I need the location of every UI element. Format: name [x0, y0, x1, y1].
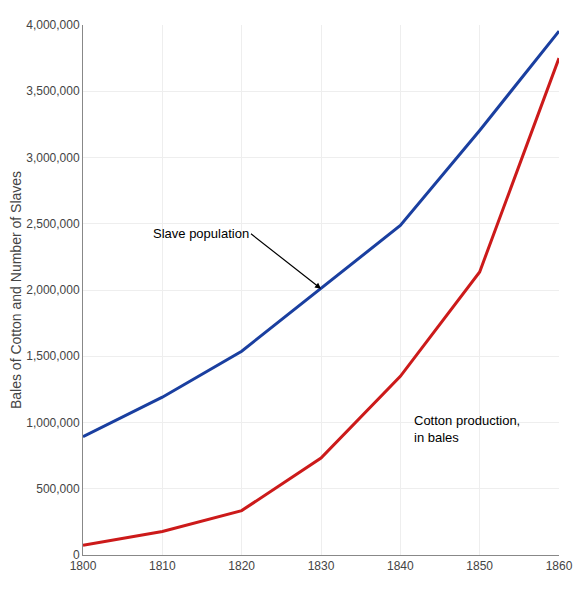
- svg-text:1810: 1810: [149, 559, 176, 573]
- svg-text:Bales of Cotton and Number of: Bales of Cotton and Number of Slaves: [8, 171, 24, 409]
- svg-text:Cotton production,in bales: Cotton production,in bales: [414, 413, 520, 445]
- svg-text:1,000,000: 1,000,000: [26, 416, 80, 430]
- svg-text:2,500,000: 2,500,000: [26, 217, 80, 231]
- svg-text:3,000,000: 3,000,000: [26, 151, 80, 165]
- svg-text:1840: 1840: [387, 559, 414, 573]
- svg-text:1850: 1850: [466, 559, 493, 573]
- svg-text:1820: 1820: [228, 559, 255, 573]
- svg-text:1860: 1860: [546, 559, 573, 573]
- svg-text:500,000: 500,000: [36, 482, 80, 496]
- svg-text:Slave population: Slave population: [153, 226, 249, 241]
- svg-text:1830: 1830: [308, 559, 335, 573]
- svg-text:1,500,000: 1,500,000: [26, 349, 80, 363]
- svg-text:1800: 1800: [70, 559, 97, 573]
- svg-text:4,000,000: 4,000,000: [26, 18, 80, 32]
- svg-text:0: 0: [73, 548, 80, 562]
- svg-text:2,000,000: 2,000,000: [26, 283, 80, 297]
- svg-text:3,500,000: 3,500,000: [26, 84, 80, 98]
